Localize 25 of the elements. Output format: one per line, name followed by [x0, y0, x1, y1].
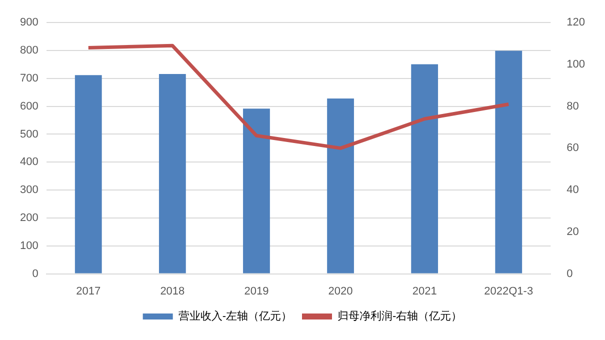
y-tick-label: 200	[20, 212, 38, 224]
y-tick-label: 0	[32, 268, 38, 280]
legend-label: 归母净利润-右轴（亿元）	[338, 310, 462, 323]
y2-tick-label: 120	[566, 16, 586, 29]
y2-tick-label: 20	[566, 226, 579, 238]
y-tick-label: 400	[20, 156, 38, 168]
y-tick-label: 800	[20, 44, 38, 57]
y-tick-label: 900	[20, 16, 38, 29]
y2-tick-label: 40	[566, 184, 579, 196]
y2-tick-label: 100	[566, 58, 586, 70]
x-tick-label: 2019	[244, 285, 269, 298]
y2-tick-label: 80	[566, 100, 579, 112]
x-tick-label: 2021	[412, 285, 437, 298]
y2-tick-label: 60	[566, 142, 579, 154]
y-tick-label: 600	[20, 100, 38, 112]
x-tick-label: 2017	[76, 285, 101, 298]
y-tick-label: 300	[20, 184, 38, 196]
y-tick-label: 700	[20, 72, 38, 84]
y-tick-label: 100	[20, 240, 38, 252]
y-tick-label: 500	[20, 128, 38, 140]
x-tick-label: 2020	[328, 285, 353, 298]
x-tick-label: 2018	[160, 285, 185, 298]
legend-label: 营业收入-左轴（亿元）	[178, 310, 292, 323]
x-tick-label: 2022Q1-3	[484, 285, 534, 298]
y2-tick-label: 0	[566, 268, 573, 280]
